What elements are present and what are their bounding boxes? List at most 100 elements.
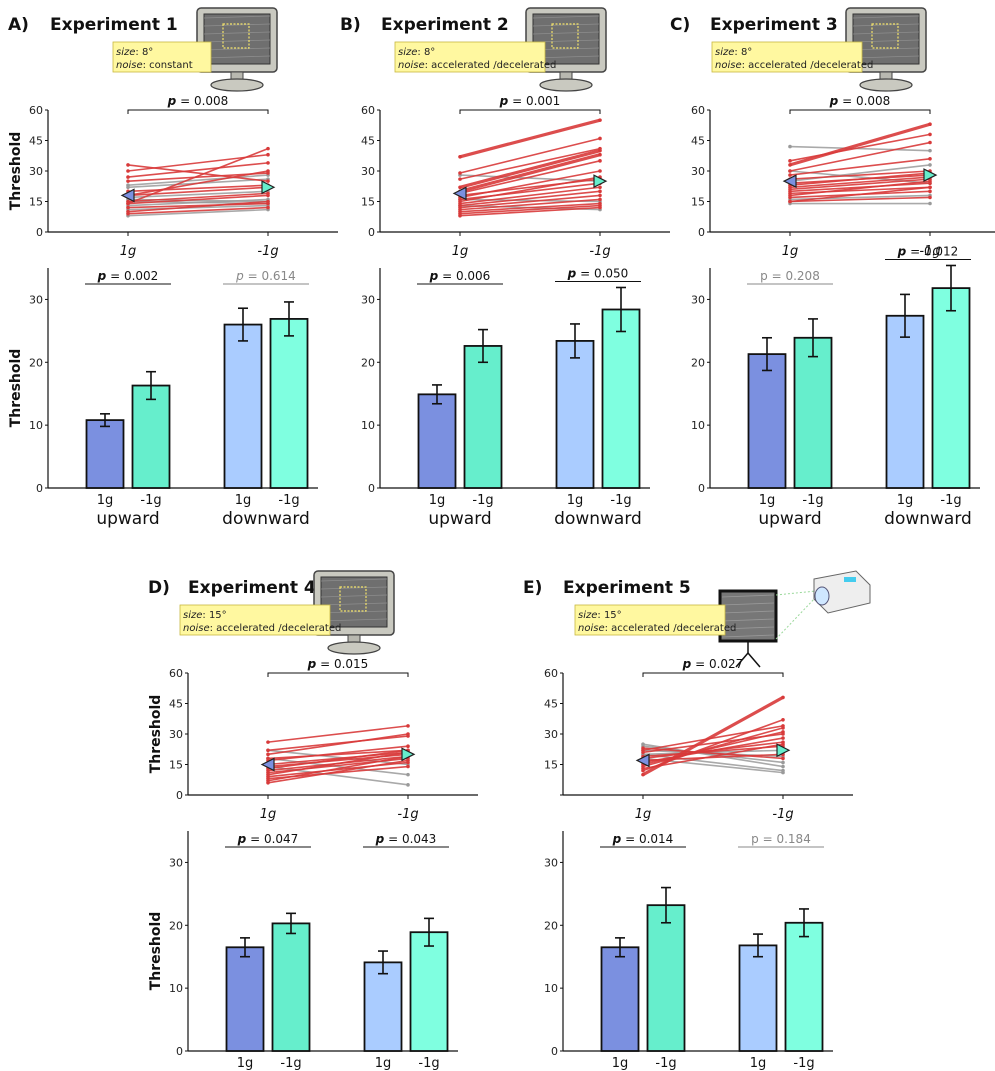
subject-line bbox=[642, 725, 784, 752]
p-number: = 0.008 bbox=[176, 94, 228, 108]
subject-point bbox=[598, 152, 602, 157]
group-label: downward bbox=[222, 509, 310, 529]
subject-point bbox=[126, 211, 130, 216]
paired-x-label: 1g bbox=[635, 807, 652, 822]
subject-line bbox=[459, 160, 601, 195]
subject-point bbox=[406, 744, 410, 748]
bar-y-tick-label: 30 bbox=[29, 293, 43, 306]
subject-point bbox=[598, 169, 602, 173]
subject-point bbox=[126, 175, 130, 179]
bar-p-value: p = 0.184 bbox=[751, 832, 811, 846]
bar bbox=[85, 419, 125, 489]
subject-line bbox=[642, 743, 784, 768]
paired-bracket bbox=[642, 672, 784, 677]
subject-point bbox=[928, 132, 932, 137]
bar-y-tick-label: 10 bbox=[691, 419, 705, 432]
subject-point bbox=[458, 185, 462, 190]
bar-y-tick-label: 20 bbox=[361, 356, 375, 369]
group-label: upward bbox=[428, 509, 491, 529]
subject-line bbox=[127, 164, 269, 182]
subject-line bbox=[267, 751, 409, 766]
noise-texture-icon bbox=[203, 31, 271, 35]
p-number: = 0.012 bbox=[906, 244, 958, 258]
subject-point bbox=[598, 148, 602, 153]
note-noise-key: noise bbox=[183, 623, 210, 634]
subject-point bbox=[598, 185, 602, 190]
panel-label: B) bbox=[340, 15, 361, 35]
subject-point bbox=[266, 205, 270, 210]
p-number: = 0.008 bbox=[838, 94, 890, 108]
monitor-base-icon bbox=[210, 78, 264, 92]
subject-line bbox=[459, 194, 601, 209]
subject-point bbox=[266, 199, 270, 204]
monitor-base-icon bbox=[539, 78, 593, 92]
mean-marker-m1g bbox=[401, 747, 416, 762]
subject-line bbox=[789, 186, 931, 203]
noise-texture-icon bbox=[852, 15, 920, 19]
paired-p-value: p = 0.001 bbox=[499, 94, 561, 108]
subject-point bbox=[126, 185, 130, 190]
p-number: = 0.006 bbox=[438, 269, 490, 283]
paired-x-label: 1g bbox=[452, 244, 469, 259]
panel-title: Experiment 3 bbox=[710, 15, 838, 35]
noise-texture-icon bbox=[532, 23, 600, 27]
monitor-screen-icon bbox=[203, 13, 271, 65]
p-symbol: p bbox=[429, 269, 439, 283]
p-number: p = 0.208 bbox=[760, 269, 820, 283]
subject-point bbox=[788, 173, 792, 177]
subject-line bbox=[459, 174, 601, 182]
noise-texture-icon bbox=[320, 610, 388, 614]
subject-point bbox=[266, 748, 270, 753]
bar bbox=[363, 961, 403, 1052]
subject-line bbox=[267, 759, 409, 784]
note-noise: noise: accelerated /decelerated bbox=[578, 623, 736, 634]
subject-point bbox=[641, 742, 645, 746]
group-label: upward bbox=[96, 509, 159, 529]
subject-line bbox=[127, 200, 269, 213]
bar-y-tick-label: 10 bbox=[169, 982, 183, 995]
note-size-key: size bbox=[578, 610, 597, 621]
mean-marker-1g bbox=[120, 188, 135, 203]
panel-title: Experiment 5 bbox=[563, 578, 691, 598]
bar-y-tick-label: 20 bbox=[169, 919, 183, 932]
subject-line bbox=[459, 190, 601, 207]
subject-point bbox=[928, 148, 932, 153]
subject-point bbox=[641, 748, 645, 753]
note-size-key: size bbox=[183, 610, 202, 621]
paired-y-tick-label: 0 bbox=[36, 226, 43, 239]
bar bbox=[646, 904, 686, 1052]
subject-point bbox=[406, 783, 410, 787]
note-noise: noise: accelerated /decelerated bbox=[183, 623, 341, 634]
subject-line bbox=[127, 208, 269, 217]
stimulus-note bbox=[574, 604, 726, 636]
monitor-screen-icon bbox=[852, 13, 920, 65]
p-number: = 0.027 bbox=[691, 657, 743, 671]
bar-y-tick-label: 0 bbox=[551, 1045, 558, 1058]
noise-texture-icon bbox=[203, 39, 271, 43]
p-symbol: p bbox=[375, 832, 385, 846]
bar-y-tick-label: 0 bbox=[36, 482, 43, 495]
paired-y-tick-label: 30 bbox=[361, 165, 375, 178]
subject-line bbox=[267, 749, 409, 760]
bar bbox=[269, 318, 309, 489]
bar bbox=[409, 931, 449, 1052]
paired-x-label: 1g bbox=[120, 244, 137, 259]
bar-y-tick-label: 10 bbox=[29, 419, 43, 432]
subject-line bbox=[127, 184, 269, 193]
paired-y-tick-label: 45 bbox=[29, 135, 43, 148]
p-number: = 0.050 bbox=[576, 266, 628, 280]
subject-line bbox=[459, 147, 601, 180]
bar bbox=[793, 336, 833, 489]
subject-line bbox=[642, 743, 784, 770]
p-symbol: p bbox=[567, 266, 577, 280]
paired-x-label: -1g bbox=[257, 244, 278, 259]
paired-y-tick-label: 60 bbox=[169, 667, 183, 680]
stimulus-note bbox=[112, 41, 212, 73]
subject-point bbox=[788, 159, 792, 163]
stimulus-note bbox=[394, 41, 546, 73]
mean-marker-m1g bbox=[776, 743, 791, 758]
bar-category-label: -1g bbox=[472, 493, 493, 508]
panel-exp3: C) Experiment 3 size: 8° noise: accelerated… bbox=[670, 7, 995, 529]
subject-point bbox=[788, 163, 792, 167]
note-noise-value: : accelerated /decelerated bbox=[605, 623, 737, 634]
